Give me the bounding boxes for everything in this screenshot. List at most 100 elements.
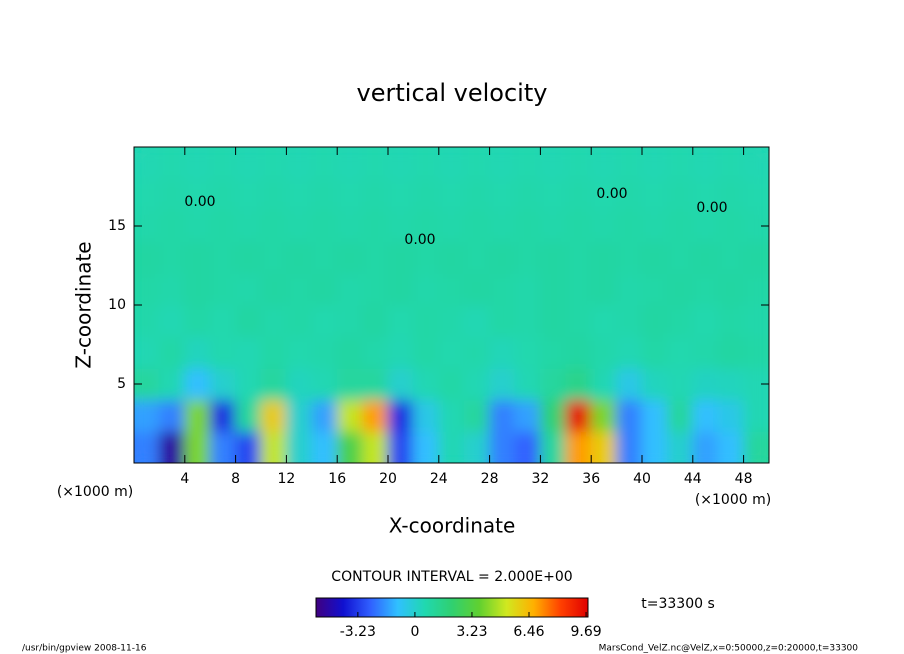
heat-cell <box>514 336 541 369</box>
heat-cell <box>590 178 618 211</box>
colorbar-tick-label: -3.23 <box>340 624 376 640</box>
heat-cell <box>285 367 313 401</box>
heat-cell <box>565 209 592 243</box>
heat-cell <box>463 178 491 211</box>
heat-cell <box>158 430 186 463</box>
heat-cell <box>692 399 719 432</box>
heat-cell <box>743 178 769 211</box>
heat-cell <box>489 399 516 432</box>
heat-cell <box>666 430 694 463</box>
heat-cell <box>743 304 769 338</box>
y-tick-label: 5 <box>117 376 126 392</box>
heat-cell <box>184 399 211 432</box>
heat-cell <box>489 272 516 306</box>
heat-cell <box>209 399 237 432</box>
heat-cell <box>514 178 541 211</box>
heat-cell <box>134 178 160 211</box>
heat-cell <box>565 304 592 338</box>
heat-cell <box>616 272 643 306</box>
x-tick-label: 36 <box>582 471 600 487</box>
heat-cell <box>134 272 160 306</box>
heat-cell <box>311 430 338 463</box>
x-tick-label: 40 <box>633 471 651 487</box>
x-tick-label: 32 <box>531 471 549 487</box>
heat-cell <box>641 178 668 211</box>
heat-cell <box>616 304 643 338</box>
x-axis-label: X-coordinate <box>389 514 516 538</box>
heat-cell <box>260 241 287 274</box>
heat-cell <box>184 147 211 180</box>
heat-cell <box>184 178 211 211</box>
y-tick-label: 10 <box>108 297 126 313</box>
heat-cell <box>641 147 668 180</box>
heat-cell <box>311 147 338 180</box>
heat-cell <box>158 367 186 401</box>
heat-cell <box>565 147 592 180</box>
heat-cell <box>438 336 465 369</box>
heat-cell <box>717 336 745 369</box>
heat-cell <box>438 147 465 180</box>
heat-cell <box>666 178 694 211</box>
heat-cell <box>158 272 186 306</box>
colorbar-tick-label: 0 <box>410 624 419 640</box>
heat-cell <box>438 241 465 274</box>
heat-cell <box>362 241 389 274</box>
heat-cell <box>489 178 516 211</box>
heat-cell <box>565 430 592 463</box>
heat-cell <box>235 304 262 338</box>
heat-cell <box>134 430 160 463</box>
heat-cell <box>489 147 516 180</box>
heat-cell <box>666 241 694 274</box>
heat-cell <box>463 336 491 369</box>
heat-cell <box>412 399 440 432</box>
heat-cell <box>717 209 745 243</box>
heat-cell <box>184 241 211 274</box>
heat-cell <box>336 241 364 274</box>
heat-cell <box>362 209 389 243</box>
heat-cell <box>666 147 694 180</box>
heat-cell <box>514 430 541 463</box>
heat-cell <box>717 430 745 463</box>
y-tick-label: 15 <box>108 218 126 234</box>
heat-cell <box>438 304 465 338</box>
heat-cell <box>336 399 364 432</box>
heat-cell <box>743 147 769 180</box>
heat-cell <box>438 430 465 463</box>
heat-cell <box>616 367 643 401</box>
heat-cell <box>514 367 541 401</box>
heat-cell <box>743 399 769 432</box>
heat-cell <box>616 209 643 243</box>
heat-cell <box>489 304 516 338</box>
heat-cell <box>565 336 592 369</box>
heat-cell <box>387 399 414 432</box>
colorbar-tick-label: 3.23 <box>456 624 487 640</box>
heat-cell <box>311 399 338 432</box>
heat-cell <box>209 367 237 401</box>
heat-cell <box>285 178 313 211</box>
heat-cell <box>463 430 491 463</box>
heat-cell <box>539 367 567 401</box>
heat-cell <box>641 241 668 274</box>
heat-cell <box>692 336 719 369</box>
heat-cell <box>235 367 262 401</box>
heat-cell <box>616 241 643 274</box>
heat-cell <box>134 336 160 369</box>
heat-cell <box>717 147 745 180</box>
x-tick-label: 24 <box>430 471 448 487</box>
heat-cell <box>209 304 237 338</box>
heat-cell <box>641 209 668 243</box>
heat-cell <box>590 367 618 401</box>
heat-cell <box>438 399 465 432</box>
heat-cell <box>717 304 745 338</box>
y-axis-label: Z-coordinate <box>72 241 96 368</box>
heat-cell <box>260 367 287 401</box>
heat-cell <box>463 209 491 243</box>
heat-cell <box>539 304 567 338</box>
heat-cell <box>285 304 313 338</box>
heat-cell <box>514 272 541 306</box>
heat-cell <box>260 209 287 243</box>
colorbar-tick-label: 9.69 <box>570 624 601 640</box>
heat-cell <box>489 209 516 243</box>
heat-cell <box>235 336 262 369</box>
footer-right: MarsCond_VelZ.nc@VelZ,x=0:50000,z=0:2000… <box>599 644 859 654</box>
